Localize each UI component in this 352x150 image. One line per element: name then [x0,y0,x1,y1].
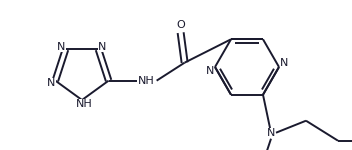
Text: NH: NH [138,76,155,86]
Text: N: N [98,42,107,52]
Text: N: N [47,78,56,88]
Text: N: N [267,128,275,138]
Text: N: N [206,66,214,76]
Text: O: O [176,20,185,30]
Text: N: N [280,58,288,68]
Text: N: N [57,42,66,52]
Text: NH: NH [76,99,92,109]
